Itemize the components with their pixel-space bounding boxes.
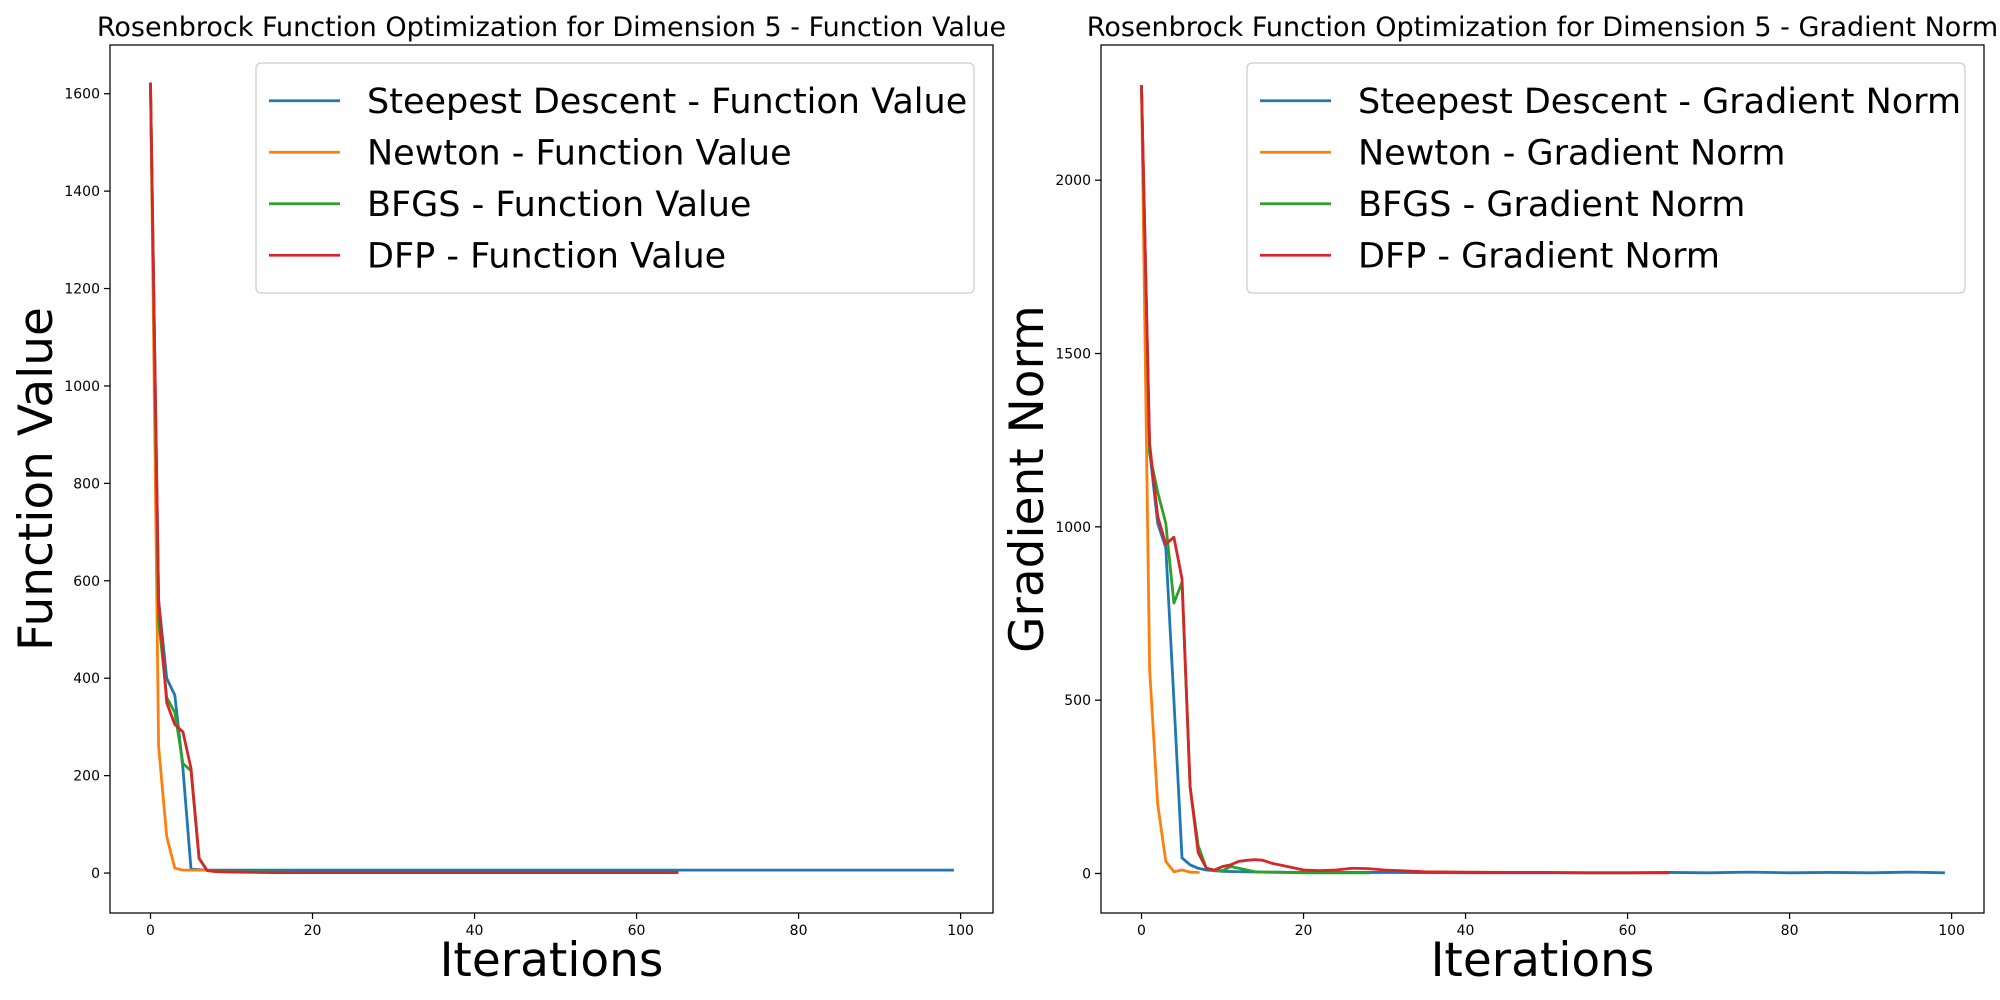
chart-2-x-tick-label: 80 <box>1781 923 1799 939</box>
chart-2-y-axis-label: Gradient Norm <box>1000 305 1055 653</box>
chart-2-series-line-4 <box>1140 85 1670 875</box>
chart-2-series <box>1140 85 1945 875</box>
chart-1-legend-label-1: Steepest Descent - Function Value <box>367 82 967 122</box>
chart-2-series-line-2 <box>1140 85 1200 874</box>
chart-1-y-tick-label: 200 <box>73 769 100 785</box>
chart-1-legend-label-3: BFGS - Function Value <box>367 185 751 225</box>
chart-1-y-tick-label: 400 <box>73 671 100 687</box>
chart-2-series-line-3 <box>1140 85 1370 875</box>
chart-2-x-tick-label: 20 <box>1295 923 1313 939</box>
chart-2-title: Rosenbrock Function Optimization for Dim… <box>1087 12 1998 43</box>
chart-1-x-tick-label: 20 <box>304 923 322 939</box>
chart-1-x-axis-label: Iterations <box>440 933 664 988</box>
chart-2-legend-label-1: Steepest Descent - Gradient Norm <box>1358 82 1961 122</box>
chart-1-x-tick-label: 100 <box>947 923 974 939</box>
chart-2-x-tick-label: 60 <box>1619 923 1637 939</box>
chart-1: 0 20 40 60 80 1000200400600800100012001400160… <box>9 12 1006 988</box>
chart-1-y-tick-label: 800 <box>73 476 100 492</box>
chart-1-y-tick-label: 1600 <box>64 87 100 103</box>
chart-1-y-tick-label: 1400 <box>64 184 100 200</box>
chart-1-title: Rosenbrock Function Optimization for Dim… <box>97 12 1006 43</box>
chart-1-legend-box <box>255 62 975 294</box>
chart-1-y-tick-label: 1000 <box>64 379 100 395</box>
chart-1-x-tick-label: 60 <box>628 923 646 939</box>
chart-1-y-axis-label: Function Value <box>9 307 64 651</box>
chart-1-x-tick-label: 40 <box>466 923 484 939</box>
chart-2-x-tick-label: 40 <box>1457 923 1475 939</box>
chart-1-series-line-4 <box>149 82 679 874</box>
chart-2-y-tick-label: 500 <box>1064 693 1091 709</box>
chart-2-legend: Steepest Descent - Gradient Norm Newton -… <box>1246 62 1966 294</box>
chart-2-x-tick-label: 0 <box>1137 923 1146 939</box>
chart-1-y-tick-label: 0 <box>91 866 100 882</box>
chart-1-series-line-2 <box>149 82 209 872</box>
chart-2-legend-box <box>1246 62 1966 294</box>
chart-2-legend-label-3: BFGS - Gradient Norm <box>1358 185 1745 225</box>
chart-1-x-tick-label: 80 <box>790 923 808 939</box>
chart-1-legend-label-4: DFP - Function Value <box>367 236 726 276</box>
chart-1-series <box>149 82 954 874</box>
chart-2-legend-label-4: DFP - Gradient Norm <box>1358 236 1720 276</box>
chart-2-x-axis-label: Iterations <box>1431 933 1655 988</box>
chart-2-y-tick-label: 0 <box>1082 866 1091 882</box>
chart-2-x-tick-label: 100 <box>1938 923 1965 939</box>
chart-2-y-tick-label: 1500 <box>1055 347 1091 363</box>
chart-2-y-tick-label: 2000 <box>1055 173 1091 189</box>
chart-1-x-tick-label: 0 <box>146 923 155 939</box>
chart-2-axes-frame <box>1100 44 1985 914</box>
chart-1-axes-frame <box>109 44 994 914</box>
chart-2-legend-label-2: Newton - Gradient Norm <box>1358 133 1785 173</box>
chart-1-y-tick-label: 600 <box>73 574 100 590</box>
chart-1-legend-label-2: Newton - Function Value <box>367 133 792 173</box>
chart-1-y-tick-label: 1200 <box>64 282 100 298</box>
chart-2-y-tick-label: 1000 <box>1055 520 1091 536</box>
chart-1-legend: Steepest Descent - Function Value Newton … <box>255 62 975 294</box>
